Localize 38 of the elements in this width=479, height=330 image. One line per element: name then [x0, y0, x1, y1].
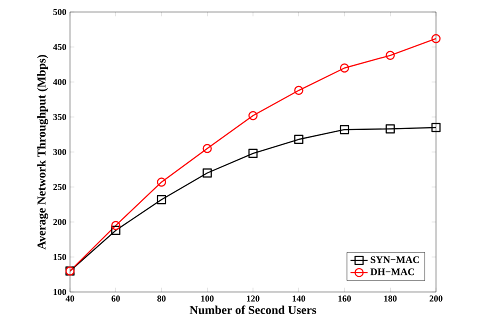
- x-tick-label: 100: [201, 296, 214, 302]
- point: [202, 168, 212, 178]
- x-tick-label: 40: [66, 296, 74, 302]
- y-tick-label: 150: [54, 254, 66, 260]
- x-tick-label: 120: [246, 296, 260, 302]
- point: [431, 122, 441, 132]
- point: [156, 195, 166, 204]
- point: [156, 178, 166, 187]
- point: [294, 134, 304, 144]
- y-tick-label: 300: [53, 148, 66, 156]
- y-tick-label: 250: [53, 184, 66, 190]
- point: [294, 86, 304, 95]
- x-tick-label: 200: [430, 296, 442, 302]
- point: [248, 148, 258, 158]
- x-tick-label: 160: [338, 296, 351, 302]
- point: [248, 111, 258, 120]
- x-tick-label: 180: [384, 296, 397, 302]
- y-tick-label: 450: [53, 44, 66, 50]
- y-tick-label: 400: [53, 78, 66, 86]
- point: [111, 226, 120, 235]
- point: [340, 63, 350, 73]
- point: [386, 124, 395, 134]
- x-tick-label: 140: [292, 296, 306, 302]
- y-axis-title: Average Network Throughput (Mbps): [37, 54, 48, 250]
- y-tick-label: 100: [54, 288, 66, 296]
- point: [386, 50, 395, 60]
- point: [111, 220, 120, 230]
- x-axis-title: Number of Second Users: [190, 305, 316, 314]
- y-tick-label: 350: [53, 114, 66, 120]
- y-tick-label: 200: [53, 218, 66, 226]
- legend-label: DH−MAC: [370, 268, 414, 276]
- point: [202, 144, 212, 154]
- x-tick-label: 80: [157, 296, 166, 302]
- legend-label: SYN−MAC: [370, 256, 420, 264]
- point: [340, 125, 350, 134]
- point: [431, 34, 441, 44]
- y-tick-label: 500: [53, 8, 66, 16]
- x-tick-label: 60: [112, 296, 120, 302]
